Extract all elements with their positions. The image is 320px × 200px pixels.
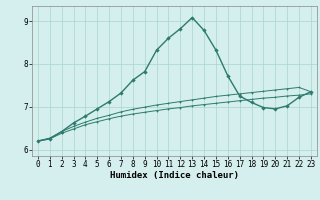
X-axis label: Humidex (Indice chaleur): Humidex (Indice chaleur) [110,171,239,180]
